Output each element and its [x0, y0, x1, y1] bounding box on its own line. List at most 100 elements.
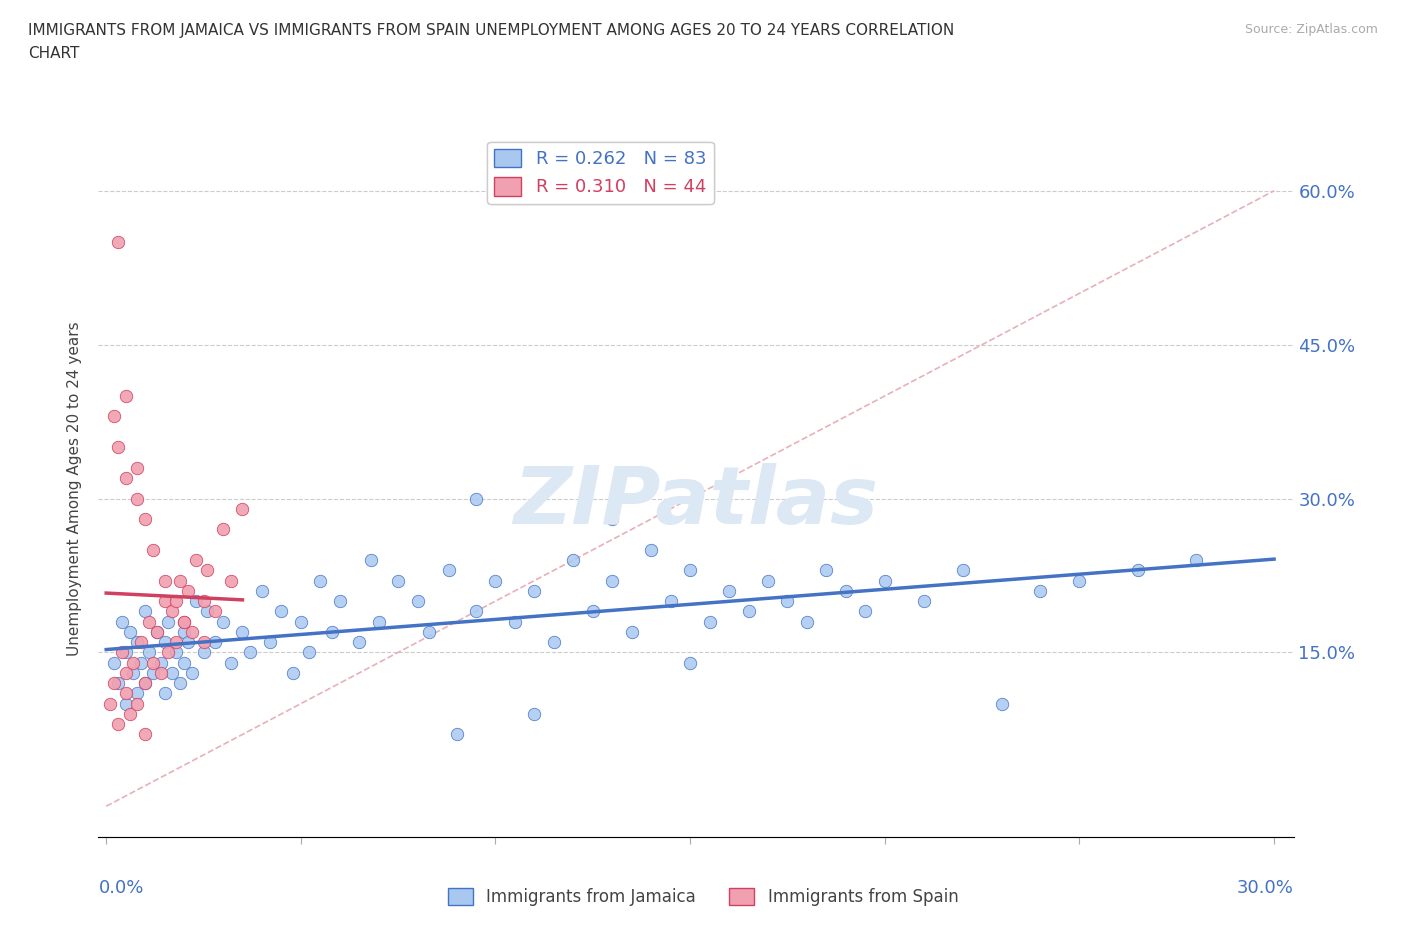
Point [582, 604, 605, 618]
Point [853, 604, 876, 618]
Point [127, 634, 149, 649]
Point [387, 573, 409, 588]
Point [1029, 583, 1052, 598]
Point [142, 656, 165, 671]
Point [465, 491, 488, 506]
Point [98, 697, 121, 711]
Point [114, 389, 136, 404]
Text: ZIPatlas: ZIPatlas [513, 463, 879, 541]
Point [231, 501, 253, 516]
Point [157, 614, 180, 629]
Point [122, 666, 145, 681]
Point [1126, 563, 1149, 578]
Text: 0.0%: 0.0% [98, 879, 143, 897]
Point [142, 666, 165, 681]
Point [127, 491, 149, 506]
Point [212, 614, 235, 629]
Text: IMMIGRANTS FROM JAMAICA VS IMMIGRANTS FROM SPAIN UNEMPLOYMENT AMONG AGES 20 TO 2: IMMIGRANTS FROM JAMAICA VS IMMIGRANTS FR… [28, 23, 955, 38]
Point [134, 676, 156, 691]
Point [177, 634, 200, 649]
Text: Source: ZipAtlas.com: Source: ZipAtlas.com [1244, 23, 1378, 36]
Point [737, 604, 759, 618]
Point [118, 624, 141, 639]
Point [173, 624, 195, 639]
Point [107, 234, 129, 249]
Point [114, 666, 136, 681]
Point [197, 563, 219, 578]
Point [298, 644, 321, 659]
Point [107, 676, 129, 691]
Point [562, 552, 585, 567]
Point [103, 656, 125, 671]
Point [640, 542, 662, 557]
Point [153, 593, 176, 608]
Point [699, 614, 721, 629]
Point [107, 717, 129, 732]
Point [193, 644, 215, 659]
Point [127, 697, 149, 711]
Point [446, 727, 468, 742]
Point [309, 573, 332, 588]
Point [146, 624, 169, 639]
Point [107, 440, 129, 455]
Point [912, 593, 935, 608]
Y-axis label: Unemployment Among Ages 20 to 24 years: Unemployment Among Ages 20 to 24 years [67, 321, 83, 656]
Point [718, 583, 741, 598]
Point [103, 409, 125, 424]
Point [173, 614, 195, 629]
Point [153, 686, 176, 701]
Point [679, 563, 702, 578]
Point [259, 634, 281, 649]
Point [1069, 573, 1091, 588]
Point [600, 512, 623, 526]
Point [620, 624, 643, 639]
Point [503, 614, 526, 629]
Point [329, 593, 352, 608]
Legend: R = 0.262   N = 83, R = 0.310   N = 44: R = 0.262 N = 83, R = 0.310 N = 44 [486, 141, 714, 204]
Point [114, 686, 136, 701]
Point [484, 573, 506, 588]
Point [360, 552, 382, 567]
Point [659, 593, 682, 608]
Legend: Immigrants from Jamaica, Immigrants from Spain: Immigrants from Jamaica, Immigrants from… [441, 881, 965, 912]
Point [406, 593, 429, 608]
Point [149, 666, 172, 681]
Point [165, 593, 187, 608]
Point [118, 707, 141, 722]
Point [177, 583, 200, 598]
Point [165, 644, 187, 659]
Point [321, 624, 343, 639]
Point [796, 614, 818, 629]
Point [173, 656, 195, 671]
Point [349, 634, 371, 649]
Point [204, 634, 226, 649]
Point [523, 583, 546, 598]
Point [149, 656, 172, 671]
Point [219, 656, 242, 671]
Point [111, 614, 134, 629]
Point [153, 573, 176, 588]
Point [756, 573, 779, 588]
Point [679, 656, 702, 671]
Point [180, 624, 202, 639]
Point [138, 644, 160, 659]
Point [111, 644, 134, 659]
Point [169, 573, 191, 588]
Point [134, 604, 156, 618]
Point [952, 563, 974, 578]
Point [193, 593, 215, 608]
Point [465, 604, 488, 618]
Point [134, 676, 156, 691]
Point [114, 697, 136, 711]
Point [250, 583, 273, 598]
Point [153, 634, 176, 649]
Point [162, 604, 184, 618]
Point [173, 614, 195, 629]
Point [114, 644, 136, 659]
Point [180, 666, 202, 681]
Point [219, 573, 242, 588]
Point [281, 666, 304, 681]
Point [146, 624, 169, 639]
Point [184, 593, 207, 608]
Point [197, 604, 219, 618]
